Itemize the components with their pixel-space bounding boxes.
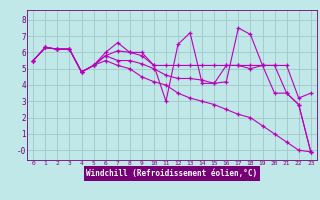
X-axis label: Windchill (Refroidissement éolien,°C): Windchill (Refroidissement éolien,°C): [86, 169, 258, 178]
